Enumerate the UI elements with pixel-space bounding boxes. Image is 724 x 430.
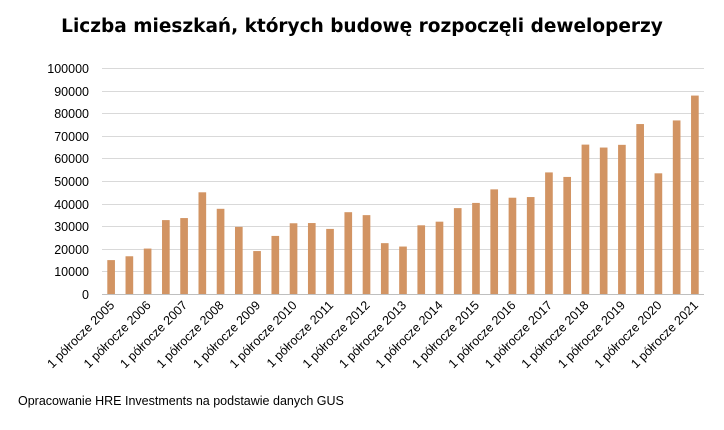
y-tick-label: 40000 <box>54 198 89 212</box>
bar <box>107 260 115 294</box>
bar <box>234 226 243 294</box>
bar <box>125 256 134 294</box>
y-tick-label: 50000 <box>54 175 89 189</box>
bar <box>198 192 207 294</box>
bar <box>691 95 699 294</box>
y-tick-label: 80000 <box>54 107 89 121</box>
bar <box>563 176 572 294</box>
source-note: Opracowanie HRE Investments na podstawie… <box>18 394 344 408</box>
bar <box>472 202 480 294</box>
y-tick-label: 20000 <box>54 243 89 257</box>
bar <box>162 220 170 294</box>
bar <box>399 246 407 294</box>
bar <box>344 212 353 294</box>
x-tick-label: 1 półrocze 2021 <box>628 298 701 371</box>
bar <box>654 173 663 294</box>
bar <box>289 223 298 294</box>
y-tick-label: 0 <box>82 288 89 302</box>
bar <box>453 208 462 294</box>
bar <box>143 248 152 294</box>
bar <box>435 221 444 294</box>
y-tick-label: 70000 <box>54 130 89 144</box>
bar <box>307 223 316 294</box>
bar <box>545 172 553 294</box>
y-tick-label: 30000 <box>54 220 89 234</box>
y-tick-label: 60000 <box>54 152 89 166</box>
bar <box>180 218 188 294</box>
bar <box>216 208 225 294</box>
bar <box>253 251 261 294</box>
bar <box>636 124 644 294</box>
bar <box>490 189 499 294</box>
bar <box>380 243 389 294</box>
bar <box>271 235 280 294</box>
bar <box>672 120 681 295</box>
chart-title: Liczba mieszkań, których budowę rozpoczę… <box>61 16 663 37</box>
bar <box>526 197 535 294</box>
bar <box>508 197 517 294</box>
bar <box>581 144 590 294</box>
y-tick-label: 90000 <box>54 85 89 99</box>
y-tick-label: 100000 <box>47 62 89 76</box>
bar <box>618 144 626 294</box>
bar <box>326 228 334 294</box>
bar <box>417 225 426 294</box>
bar <box>599 147 608 294</box>
bar <box>362 215 371 294</box>
y-tick-label: 10000 <box>54 265 89 279</box>
